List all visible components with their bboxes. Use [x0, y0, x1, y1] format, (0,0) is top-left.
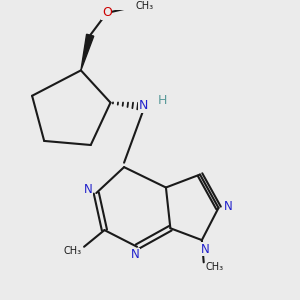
Polygon shape: [81, 34, 94, 70]
Text: CH₃: CH₃: [136, 1, 154, 10]
Text: N: N: [138, 99, 148, 112]
Text: N: N: [224, 200, 232, 212]
Text: N: N: [131, 248, 140, 261]
Text: CH₃: CH₃: [206, 262, 224, 272]
Text: CH₃: CH₃: [64, 246, 82, 256]
Text: H: H: [158, 94, 167, 107]
Text: O: O: [102, 7, 112, 20]
Text: N: N: [201, 243, 210, 256]
Text: N: N: [84, 183, 92, 196]
